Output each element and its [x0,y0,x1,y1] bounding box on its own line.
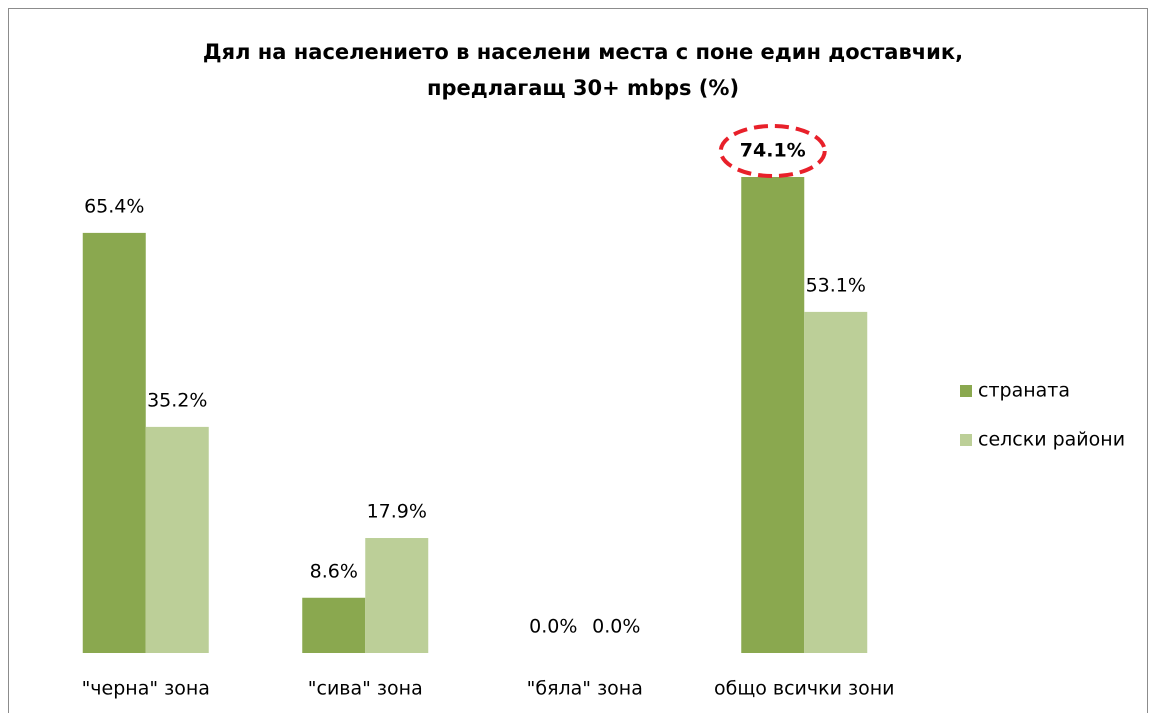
x-tick-label: "бяла" зона [527,678,643,700]
bar [741,177,805,653]
bar [365,538,429,653]
data-label: 17.9% [367,501,427,523]
x-tick-label: "сива" зона [308,678,423,700]
data-label: 0.0% [592,616,640,638]
x-tick-label: "черна" зона [82,678,210,700]
chart-title: предлагащ 30+ mbps (%) [427,76,739,100]
bar [145,426,209,653]
legend-swatch [960,385,972,397]
bar [804,311,868,653]
data-label: 8.6% [310,560,358,582]
bar [302,597,366,653]
data-label: 65.4% [84,195,144,217]
highlight-ellipse [718,124,827,178]
data-label: 35.2% [147,389,207,411]
x-tick-label: общо всички зони [714,678,894,700]
legend-label: страната [978,380,1070,402]
data-label: 53.1% [806,274,866,296]
legend-swatch [960,434,972,446]
chart-title: Дял на населението в населени места с по… [203,40,963,64]
legend-label: селски райони [978,429,1125,451]
bar [82,232,146,653]
data-label: 74.1% [740,140,806,162]
data-label: 0.0% [529,616,577,638]
